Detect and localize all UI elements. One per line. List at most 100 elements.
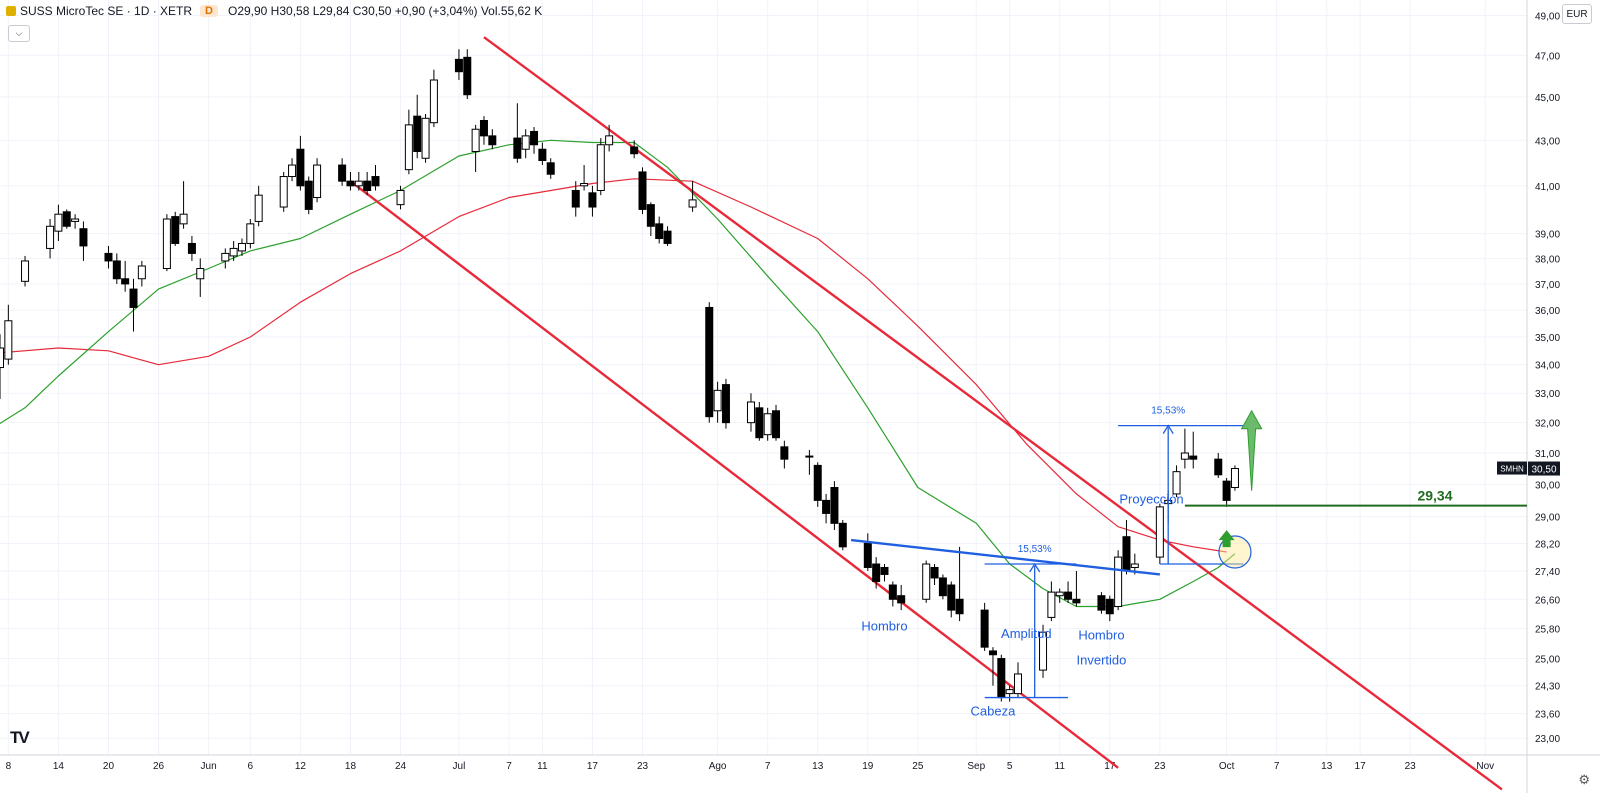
y-tick-label: 47,00 [1535, 51, 1560, 62]
candle [521, 129, 530, 159]
x-tick-label: 25 [912, 761, 924, 772]
x-tick-label: 13 [812, 761, 824, 772]
candle [479, 116, 488, 145]
ohlc-readout: O29,90 H30,58 L29,84 C30,50 +0,90 (+3,04… [227, 4, 543, 18]
candle-body [196, 268, 205, 280]
x-tick-label: 7 [1274, 761, 1280, 772]
candle-body [0, 347, 4, 369]
candle-body [1180, 452, 1189, 460]
neckline [850, 538, 1160, 576]
last-price-label: 30,50 [1531, 465, 1556, 476]
candle [304, 176, 313, 215]
candle-body [988, 650, 997, 656]
candle-body [997, 658, 1006, 699]
candle [596, 138, 605, 196]
candle [513, 103, 522, 163]
candle-body [313, 164, 322, 199]
candle-body [338, 164, 347, 182]
candle-body [1130, 563, 1139, 568]
candle-body [296, 148, 305, 187]
y-tick-label: 23,60 [1535, 710, 1560, 721]
candle [872, 557, 881, 589]
y-tick-label: 28,20 [1535, 539, 1560, 550]
tradingview-logo[interactable]: TV [10, 728, 30, 747]
candle-body [1047, 591, 1056, 618]
candle-body [354, 180, 363, 187]
candle [705, 302, 714, 423]
candle [721, 378, 730, 429]
x-tick-label: 23 [1405, 761, 1417, 772]
symbol-tag [1497, 461, 1527, 475]
candle-body [229, 247, 238, 257]
candle [413, 94, 422, 159]
candle [288, 158, 297, 182]
candle [838, 520, 847, 551]
candle-body [1064, 591, 1073, 600]
market-status-badge[interactable]: D [200, 5, 218, 17]
candle-body [755, 407, 764, 439]
candle [538, 142, 547, 166]
amplitude-label: 15,53% [1018, 544, 1052, 555]
candle [296, 135, 305, 191]
y-tick-label: 39,00 [1535, 230, 1560, 241]
currency-button[interactable]: EUR [1562, 4, 1592, 24]
candle-body [71, 218, 80, 222]
candle [1039, 624, 1048, 678]
candle [988, 647, 997, 686]
candle [363, 171, 372, 196]
pattern-annotation: Amplitud [1001, 626, 1052, 641]
amplitude-arrow-icon [1029, 562, 1041, 573]
candle [938, 574, 947, 600]
x-tick-label: Jul [453, 761, 466, 772]
candle-body [705, 306, 714, 418]
candle [813, 462, 822, 507]
y-tick-label: 29,00 [1535, 513, 1560, 524]
candle-body [897, 595, 906, 604]
candle-body [171, 216, 180, 244]
x-tick-label: 14 [53, 761, 65, 772]
x-tick-label: 23 [637, 761, 649, 772]
candle [1047, 581, 1056, 622]
y-tick-label: 25,80 [1535, 624, 1560, 635]
x-tick-label: 23 [1154, 761, 1166, 772]
candle [530, 127, 539, 154]
x-tick-label: Sep [967, 761, 985, 772]
candle-body [129, 288, 138, 308]
candle [1072, 570, 1081, 607]
candle-body [21, 260, 30, 282]
y-tick-label: 35,00 [1535, 333, 1560, 344]
candle [371, 165, 380, 191]
candle [571, 181, 580, 217]
gear-icon[interactable]: ⚙ [1578, 772, 1590, 787]
x-tick-label: Nov [1476, 761, 1494, 772]
candle-body [471, 128, 480, 152]
candle-body [62, 211, 71, 227]
y-tick-label: 38,00 [1535, 254, 1560, 265]
y-tick-label: 36,00 [1535, 306, 1560, 317]
collapse-legend-button[interactable]: ⌵ [8, 25, 30, 42]
candle [1014, 662, 1022, 698]
candle-body [1155, 506, 1164, 558]
candle [237, 238, 246, 256]
candle [1172, 465, 1181, 498]
candle [1114, 550, 1123, 611]
candle-body [1005, 689, 1014, 695]
candle [71, 214, 80, 229]
candle [338, 158, 347, 186]
candle [1222, 477, 1231, 507]
candle-body [187, 242, 196, 254]
pattern-annotation: Hombro [861, 618, 907, 633]
symbol-title[interactable]: SUSS MicroTec SE · 1D · XETR [20, 4, 193, 18]
candle-body [980, 609, 989, 648]
candle [663, 226, 672, 246]
candle-body [221, 252, 230, 262]
candle [805, 449, 814, 475]
x-tick-label: 18 [345, 761, 357, 772]
candle [171, 211, 180, 246]
ma-long-line [0, 178, 1227, 553]
candle-body [413, 115, 422, 152]
last-price-tag [1528, 461, 1560, 476]
big-up-arrow-icon [1240, 409, 1263, 491]
x-tick-label: 12 [295, 761, 307, 772]
